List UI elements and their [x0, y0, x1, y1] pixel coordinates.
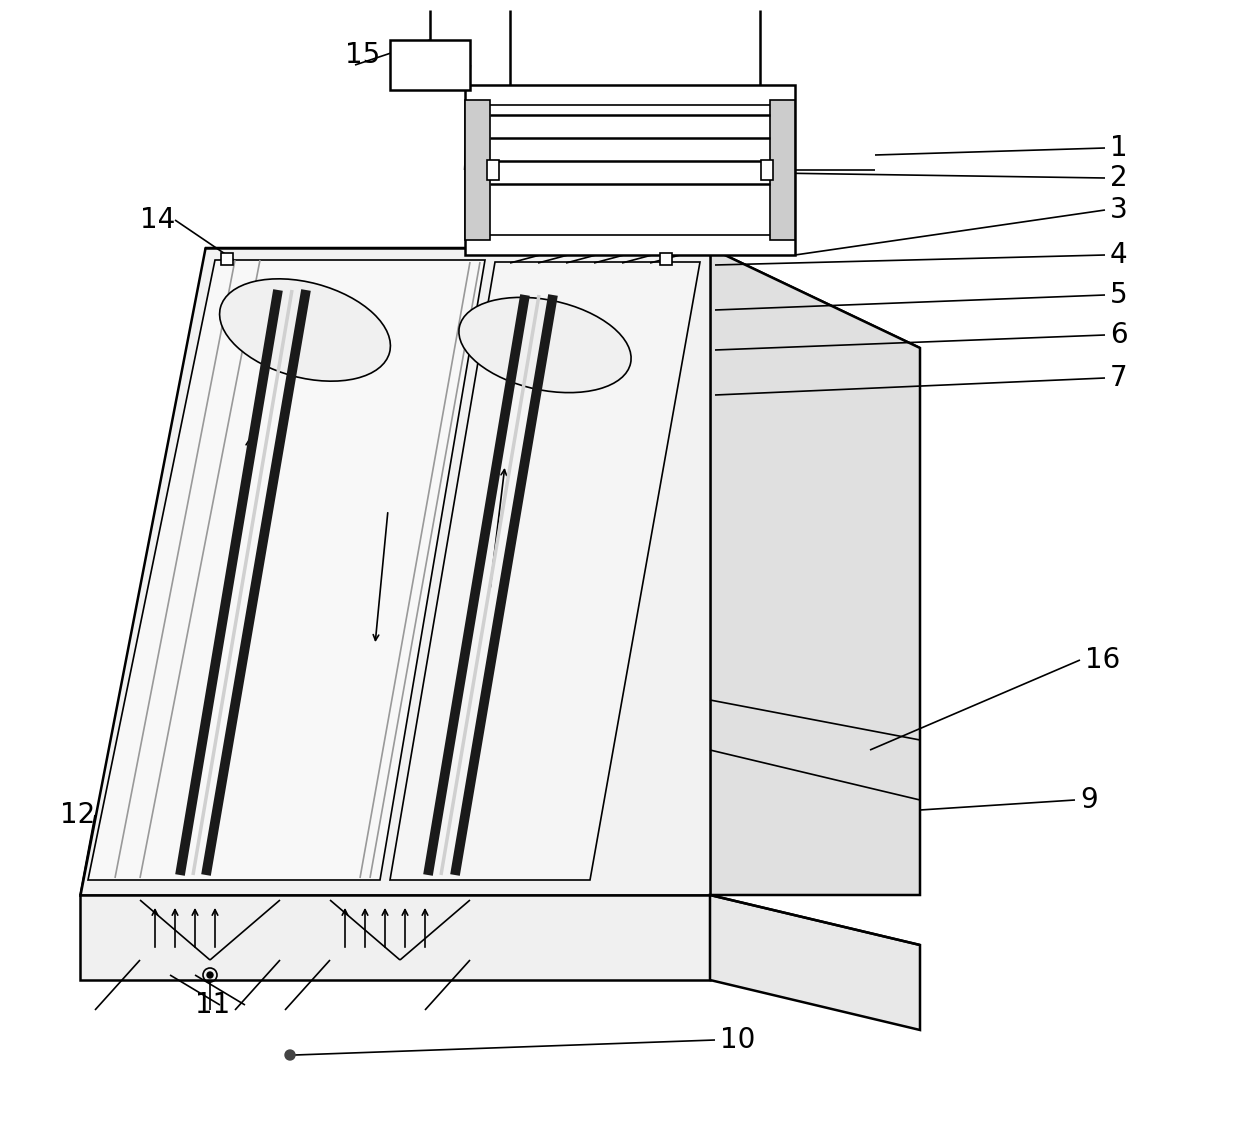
Ellipse shape [219, 279, 391, 381]
Text: 7: 7 [1110, 364, 1127, 391]
Bar [761, 160, 773, 180]
Bar [221, 253, 233, 265]
Text: 10: 10 [720, 1026, 755, 1054]
Bar [465, 85, 795, 255]
Text: 14: 14 [140, 205, 175, 234]
Text: 3: 3 [1110, 196, 1127, 224]
Bar [391, 40, 470, 90]
Polygon shape [81, 248, 711, 895]
Circle shape [207, 972, 213, 978]
Text: 12: 12 [60, 801, 95, 829]
Polygon shape [205, 248, 920, 348]
Text: 1: 1 [1110, 134, 1127, 162]
Polygon shape [711, 895, 920, 1030]
Text: 9: 9 [1080, 786, 1097, 814]
Polygon shape [88, 259, 485, 881]
Text: 15: 15 [345, 41, 381, 69]
Bar [660, 253, 672, 265]
Text: 2: 2 [1110, 164, 1127, 192]
Text: 5: 5 [1110, 281, 1127, 309]
Bar [81, 895, 711, 980]
Text: 11: 11 [195, 991, 231, 1019]
Text: 16: 16 [1085, 646, 1120, 674]
Bar [487, 160, 498, 180]
Text: 6: 6 [1110, 321, 1127, 349]
Circle shape [285, 1050, 295, 1060]
Bar [770, 100, 795, 240]
Text: 4: 4 [1110, 241, 1127, 269]
Bar [465, 100, 490, 240]
Polygon shape [711, 248, 920, 895]
Ellipse shape [459, 297, 631, 393]
Polygon shape [391, 262, 701, 881]
